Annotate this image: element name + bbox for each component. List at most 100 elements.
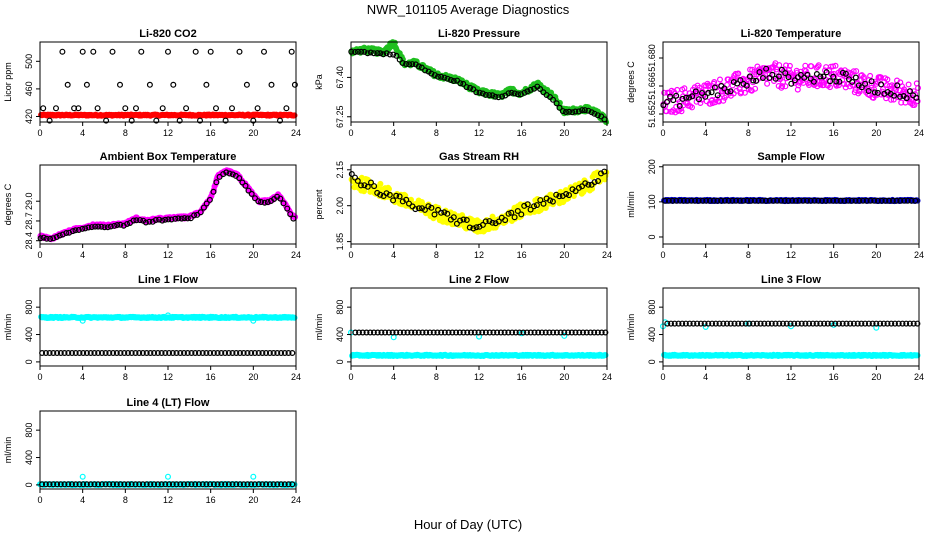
data-point <box>213 105 220 112</box>
data-point <box>162 216 169 223</box>
data-point <box>165 216 172 223</box>
chart-rh: Gas Stream RH percent 0 4 8 12 16 20 24 1.85 2.00 2… <box>314 151 612 260</box>
x-tick-label: 0 <box>660 372 665 382</box>
x-tick-label: 20 <box>871 128 881 138</box>
data-point <box>422 67 429 74</box>
y-axis-label: ml/min <box>3 314 13 341</box>
data-point <box>94 105 101 112</box>
x-tick-label: 24 <box>291 250 301 260</box>
y-tick-label: 800 <box>335 300 345 315</box>
series-average <box>37 169 297 242</box>
data-point <box>383 50 390 57</box>
x-tick-label: 8 <box>746 372 751 382</box>
data-point <box>146 81 153 88</box>
x-tick-label: 20 <box>559 250 569 260</box>
data-point <box>562 108 569 115</box>
data-point <box>709 100 716 107</box>
chart-line4: Line 4 (LT) Flow ml/min 0 4 8 12 16 20 24 0 400 800 <box>3 397 301 505</box>
data-point <box>79 48 86 55</box>
data-point <box>746 73 753 80</box>
data-point <box>243 81 250 88</box>
data-point <box>130 217 137 224</box>
data-point <box>688 104 695 111</box>
data-point <box>695 96 702 103</box>
data-point <box>178 215 185 222</box>
data-point <box>441 74 448 81</box>
data-point <box>829 63 836 70</box>
y-tick-label: 400 <box>24 450 34 465</box>
data-point <box>911 101 918 108</box>
data-point <box>473 89 480 96</box>
data-point <box>826 84 833 91</box>
y-tick-label: 28.7 <box>24 212 34 230</box>
data-point <box>810 78 817 85</box>
x-tick-label: 0 <box>348 128 353 138</box>
data-point <box>850 68 857 75</box>
data-point <box>159 105 166 112</box>
data-point <box>815 62 822 69</box>
data-point <box>832 62 839 69</box>
data-point <box>711 84 718 91</box>
plot-area <box>661 196 921 205</box>
data-point <box>114 222 121 229</box>
x-tick-label: 0 <box>660 128 665 138</box>
x-tick-label: 8 <box>123 128 128 138</box>
data-point <box>95 223 102 230</box>
data-point <box>782 83 789 90</box>
data-point <box>181 215 188 222</box>
data-point <box>222 117 229 124</box>
x-tick-label: 24 <box>914 128 924 138</box>
data-point <box>92 223 99 230</box>
y-tick-label: 29.0 <box>24 192 34 210</box>
data-point <box>192 48 199 55</box>
x-tick-label: 16 <box>206 495 216 505</box>
data-point <box>566 108 573 115</box>
y-tick-label: 500 <box>24 54 34 69</box>
y-tick-label: 460 <box>24 81 34 96</box>
data-point <box>689 93 696 100</box>
y-tick-label: 400 <box>24 327 34 342</box>
x-axis-label: Hour of Day (UTC) <box>413 517 523 532</box>
data-point <box>836 78 843 85</box>
chart-title: Sample Flow <box>757 151 825 163</box>
x-tick-label: 16 <box>517 128 527 138</box>
data-point <box>223 169 230 176</box>
data-point <box>750 77 757 84</box>
data-point <box>390 334 397 341</box>
data-point <box>508 89 515 96</box>
data-point <box>773 66 780 73</box>
y-tick-label: 0 <box>647 359 657 364</box>
x-tick-label: 4 <box>80 128 85 138</box>
y-tick-label: 67.40 <box>335 66 345 89</box>
data-point <box>47 235 54 242</box>
chart-title: Line 4 (LT) Flow <box>127 397 210 409</box>
series-other <box>39 481 296 488</box>
plot-frame <box>39 410 297 490</box>
chart-line1: Line 1 Flow ml/min 0 4 8 12 16 20 24 0 400 800 <box>3 274 301 382</box>
data-point <box>594 112 601 119</box>
x-tick-label: 16 <box>206 250 216 260</box>
data-point <box>268 81 275 88</box>
data-point <box>103 117 110 124</box>
data-point <box>737 77 744 84</box>
data-point <box>364 50 371 57</box>
data-point <box>708 89 715 96</box>
data-point <box>280 200 287 207</box>
data-point <box>64 81 71 88</box>
data-point <box>133 217 140 224</box>
data-point <box>261 48 268 55</box>
data-point <box>678 108 685 115</box>
data-point <box>696 84 703 91</box>
data-point <box>888 96 895 103</box>
data-point <box>556 104 563 111</box>
y-axis-label: Licor ppm <box>3 62 13 102</box>
data-point <box>370 50 377 57</box>
data-point <box>779 79 786 86</box>
data-point <box>156 216 163 223</box>
data-point <box>827 78 834 85</box>
x-tick-label: 16 <box>206 128 216 138</box>
data-point <box>264 199 271 206</box>
y-tick-label: 51.666 <box>647 72 657 100</box>
data-point <box>37 235 44 242</box>
x-tick-label: 12 <box>163 128 173 138</box>
